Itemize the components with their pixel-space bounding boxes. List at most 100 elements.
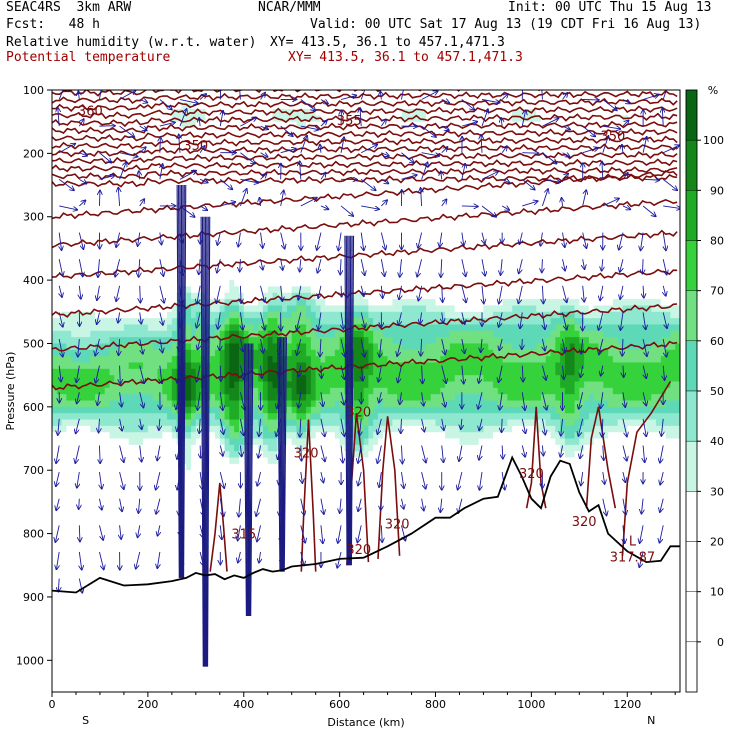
rh-cell	[167, 375, 173, 383]
rh-cell	[425, 343, 432, 351]
wind-vector	[338, 525, 342, 543]
rh-cell	[99, 432, 106, 440]
rh-cell	[449, 394, 456, 402]
rh-cell	[550, 299, 556, 307]
rh-cell	[90, 311, 96, 319]
rh-cell	[641, 387, 648, 395]
rh-cell	[104, 425, 111, 433]
rh-cell	[128, 343, 135, 351]
wind-vector	[259, 551, 261, 563]
rh-cell	[545, 349, 552, 357]
rh-cell	[195, 280, 202, 288]
rh-cell	[258, 419, 264, 427]
rh-cell	[569, 305, 576, 313]
rh-cell	[512, 425, 518, 433]
y-tick-label: 200	[23, 147, 44, 160]
wind-vector	[602, 99, 617, 111]
rh-cell	[564, 368, 571, 376]
rh-cell	[90, 387, 96, 395]
rh-cell	[330, 349, 336, 357]
rh-cell	[296, 121, 302, 129]
rh-cell	[104, 394, 111, 402]
wind-vector	[119, 125, 135, 137]
rh-cell	[507, 343, 513, 351]
rh-cell	[191, 482, 197, 490]
rh-cell	[119, 419, 125, 427]
rh-cell	[579, 330, 585, 338]
rh-cell	[109, 438, 115, 446]
wind-vector	[442, 418, 444, 430]
rh-cell	[382, 318, 389, 326]
rh-cell	[253, 425, 259, 433]
rh-cell	[603, 432, 609, 440]
rh-cell	[622, 299, 628, 307]
wind-vector	[260, 126, 269, 129]
wind-vector	[361, 365, 363, 381]
rh-cell	[368, 451, 374, 459]
rh-cell	[229, 292, 235, 300]
rh-cell	[354, 432, 360, 440]
wind-vector	[421, 152, 440, 156]
rh-cell	[526, 299, 532, 307]
rh-cell	[545, 419, 552, 427]
rh-cell	[382, 356, 389, 364]
rh-cell	[368, 324, 374, 332]
rh-cell	[224, 457, 230, 465]
wind-vector	[321, 472, 324, 482]
rh-cell	[253, 362, 259, 370]
rh-cell	[421, 337, 427, 345]
rh-cell	[536, 330, 542, 338]
rh-cell	[445, 109, 451, 116]
rh-cell	[512, 432, 518, 440]
wind-vector	[341, 285, 342, 297]
rh-cell	[651, 432, 657, 440]
rh-cell	[296, 330, 302, 338]
rh-cell	[95, 337, 101, 345]
wind-vector	[522, 445, 525, 456]
rh-cell	[574, 362, 580, 370]
wind-vector	[622, 418, 627, 437]
rh-cell	[354, 451, 360, 459]
rh-cell	[71, 400, 77, 408]
rh-cell	[435, 349, 441, 357]
rh-cell	[75, 305, 82, 313]
rh-cell	[608, 324, 614, 332]
strong-wind-vector	[248, 343, 251, 616]
wind-vector	[119, 445, 124, 462]
rh-cell	[512, 109, 518, 116]
wind-vector	[380, 232, 385, 250]
rh-cell	[157, 330, 163, 338]
field2-xsection-coords: XY= 413.5, 36.1 to 457.1,471.3	[288, 50, 523, 65]
rh-cell	[560, 330, 566, 338]
rh-cell	[315, 102, 322, 110]
rh-cell	[85, 400, 91, 408]
wind-vector	[156, 472, 161, 490]
rh-cell	[224, 438, 230, 446]
rh-cell	[555, 413, 561, 421]
rh-cell	[138, 362, 144, 370]
rh-cell	[368, 356, 374, 364]
rh-cell	[469, 337, 475, 345]
rh-cell	[670, 394, 676, 402]
rh-cell	[430, 362, 437, 370]
rh-cell	[238, 286, 245, 294]
theta-contour	[52, 120, 678, 135]
rh-cell	[377, 330, 384, 338]
rh-cell	[478, 387, 485, 395]
rh-cell	[296, 273, 302, 281]
rh-cell	[392, 356, 398, 364]
rh-cell	[517, 432, 523, 440]
rh-cell	[636, 318, 643, 326]
rh-cell	[61, 432, 67, 440]
colorbar-bin	[685, 641, 698, 693]
rh-cell	[574, 356, 580, 364]
rh-cell	[85, 406, 91, 414]
rh-cell	[186, 286, 192, 294]
wind-vector	[542, 445, 543, 455]
wind-vector	[159, 99, 172, 110]
rh-cell	[536, 299, 542, 307]
rh-cell	[406, 394, 413, 402]
rh-cell	[66, 299, 72, 307]
rh-cell	[651, 305, 657, 313]
rh-cell	[306, 299, 312, 307]
